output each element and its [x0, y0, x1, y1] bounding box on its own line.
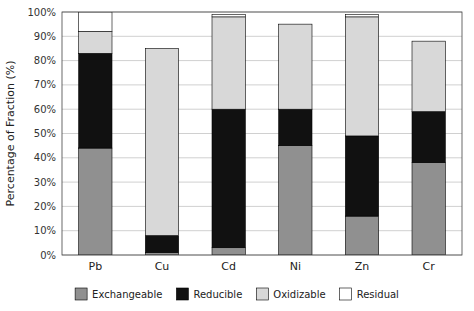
bar-segment — [79, 31, 112, 53]
bar-segment — [345, 17, 378, 136]
bar-segment — [279, 109, 312, 145]
legend-swatch — [176, 288, 188, 300]
legend-item: Reducible — [176, 288, 242, 300]
y-tick-label: 100% — [27, 7, 56, 18]
bar-segment — [412, 112, 445, 163]
grid-line — [62, 182, 462, 183]
bar-segment — [412, 41, 445, 111]
bar-segment — [79, 148, 112, 255]
bar-segment — [345, 216, 378, 255]
legend-label: Reducible — [193, 289, 242, 300]
bar-segment — [345, 14, 378, 16]
grid-line — [62, 84, 462, 85]
grid-line — [62, 36, 462, 37]
x-tick-label: Ni — [290, 260, 301, 273]
bar-segment — [79, 12, 112, 31]
bars — [79, 12, 446, 255]
grid-line — [62, 206, 462, 207]
bar-segment — [212, 14, 245, 16]
bar-segment — [279, 24, 312, 25]
grid-line — [62, 133, 462, 134]
legend-swatch — [75, 288, 87, 300]
chart: 0% 10% 20% 30% 40% 50% 60% 70% 80% 90% 100% Percent… — [0, 0, 474, 311]
background — [0, 0, 474, 311]
legend-item: Exchangeable — [75, 288, 162, 300]
bar-segment — [212, 17, 245, 109]
bar-segment — [212, 109, 245, 248]
x-tick-label: Cd — [221, 260, 236, 273]
legend-label: Oxidizable — [273, 289, 325, 300]
x-tick-label: Cr — [423, 260, 436, 273]
bar-segment — [279, 24, 312, 109]
x-tick-label: Zn — [355, 260, 370, 273]
legend-swatch — [256, 288, 268, 300]
y-tick-label: 0% — [40, 250, 56, 261]
legend-item: Oxidizable — [256, 288, 325, 300]
legend-label: Residual — [357, 289, 399, 300]
y-tick-label: 40% — [34, 152, 56, 163]
bar-segment — [212, 248, 245, 255]
y-axis-label: Percentage of Fraction (%) — [4, 61, 17, 207]
y-tick-label: 60% — [34, 104, 56, 115]
x-axis: Pb Cu Cd Ni Zn Cr — [89, 260, 436, 273]
bar-segment — [145, 48, 178, 49]
bar-segment — [345, 136, 378, 216]
y-tick-label: 50% — [34, 128, 56, 139]
plot-frame — [62, 12, 462, 255]
legend-label: Exchangeable — [92, 289, 162, 300]
bar-segment — [412, 163, 445, 255]
x-tick-label: Pb — [89, 260, 103, 273]
bar-segment — [145, 236, 178, 253]
y-tick-label: 30% — [34, 177, 56, 188]
grid-line — [62, 109, 462, 110]
bar-segment — [145, 48, 178, 235]
y-tick-label: 20% — [34, 201, 56, 212]
bar-segment — [79, 53, 112, 148]
bar-segment — [279, 146, 312, 255]
y-tick-label: 10% — [34, 225, 56, 236]
legend: Exchangeable Reducible Oxidizable Residual — [75, 288, 399, 300]
y-axis: 0% 10% 20% 30% 40% 50% 60% 70% 80% 90% 100% — [27, 7, 462, 261]
y-tick-label: 80% — [34, 55, 56, 66]
y-tick-label: 70% — [34, 79, 56, 90]
grid-line — [62, 157, 462, 158]
x-tick-label: Cu — [155, 260, 170, 273]
y-tick-label: 90% — [34, 31, 56, 42]
grid-line — [62, 230, 462, 231]
legend-item: Residual — [340, 288, 399, 300]
bar-segment — [412, 41, 445, 42]
grid-line — [62, 60, 462, 61]
legend-swatch — [340, 288, 352, 300]
